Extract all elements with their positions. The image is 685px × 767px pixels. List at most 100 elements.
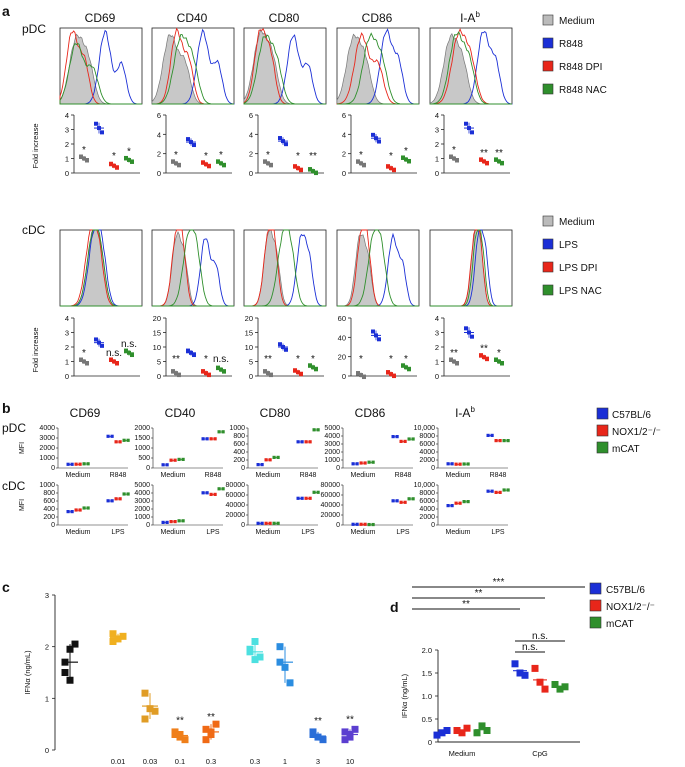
- data-point: [401, 363, 405, 368]
- data-point: [458, 501, 462, 505]
- data-point: [189, 350, 193, 355]
- data-point: [464, 326, 468, 331]
- data-point: [308, 363, 312, 368]
- d-data-point: [463, 724, 471, 732]
- data-point: [407, 159, 411, 164]
- data-point: [266, 161, 270, 166]
- data-point: [173, 458, 177, 462]
- data-point: [213, 492, 217, 496]
- c-data-point: [309, 728, 317, 736]
- data-point: [260, 521, 264, 525]
- data-point: [216, 365, 220, 370]
- legend-cdc-swatch: [542, 215, 554, 227]
- y-tick-label: 6000: [419, 498, 435, 505]
- y-tick-label: 0: [241, 465, 245, 472]
- d-legend-swatch: [589, 599, 602, 612]
- d-significance-label: **: [462, 599, 470, 610]
- data-point: [316, 428, 320, 432]
- ylabel-fold-pdc: Fold increase: [31, 123, 40, 168]
- data-point: [311, 169, 315, 174]
- data-point: [82, 506, 86, 510]
- data-point: [284, 142, 288, 147]
- data-point: [219, 367, 223, 372]
- data-point: [389, 166, 393, 171]
- data-point: [112, 359, 116, 364]
- y-tick-label: 1: [435, 358, 439, 367]
- c-x-label: 0.03: [143, 757, 158, 766]
- data-point: [454, 501, 458, 505]
- data-point: [296, 440, 300, 444]
- y-tick-label: 8000: [419, 490, 435, 497]
- data-point: [502, 439, 506, 443]
- data-point: [217, 430, 221, 434]
- y-tick-label: 3000: [39, 435, 55, 442]
- mfi-cdc-2: 0 20000 40000 60000 80000 Medium LPS: [226, 482, 320, 536]
- data-point: [395, 499, 399, 503]
- y-tick-label: 40000: [226, 502, 246, 509]
- data-point: [100, 343, 104, 348]
- data-point: [362, 375, 366, 380]
- significance-label: **: [309, 151, 317, 162]
- data-point: [264, 458, 268, 462]
- c-data-point: [341, 728, 349, 736]
- data-point: [222, 163, 226, 168]
- histogram-trace: [244, 229, 326, 307]
- legend-pdc-swatch: [542, 37, 554, 49]
- y-tick-label: 0: [146, 465, 150, 472]
- c-data-point: [251, 656, 259, 664]
- data-point: [389, 372, 393, 377]
- data-point: [466, 462, 470, 466]
- data-point: [219, 161, 223, 166]
- y-tick-label: 4: [342, 130, 346, 139]
- y-tick-label: 200: [233, 457, 245, 464]
- data-point: [308, 440, 312, 444]
- d-data-point: [473, 729, 481, 737]
- d-y-tick-label: 1.5: [422, 669, 432, 678]
- data-point: [308, 496, 312, 500]
- c-x-label: 1: [283, 757, 287, 766]
- y-tick-label: 1000: [39, 455, 55, 462]
- pdc-fold-plot-0: 0 1 2 3 4 * * *: [65, 111, 140, 178]
- data-point: [403, 500, 407, 504]
- data-point: [86, 462, 90, 466]
- significance-label: *: [204, 354, 208, 365]
- y-tick-label: 60000: [226, 492, 246, 499]
- data-point: [109, 357, 113, 362]
- data-point: [371, 522, 375, 527]
- significance-label: *: [296, 354, 300, 365]
- y-tick-label: 5: [249, 358, 253, 367]
- y-tick-label: 0: [342, 169, 346, 178]
- data-point: [213, 437, 217, 441]
- legend-pdc-swatch: [542, 83, 554, 95]
- data-point: [161, 520, 165, 524]
- x-category-label: Medium: [66, 472, 91, 479]
- c-data-point: [141, 715, 149, 723]
- data-point: [362, 163, 366, 168]
- data-point: [169, 520, 173, 524]
- y-tick-label: 1000: [134, 514, 150, 521]
- y-tick-label: 800: [43, 490, 55, 497]
- y-tick-label: 80000: [321, 482, 341, 489]
- c-significance: **: [207, 712, 215, 723]
- y-tick-label: 1000: [134, 445, 150, 452]
- data-point: [66, 462, 70, 466]
- d-legend-label: C57BL/6: [606, 585, 645, 596]
- legend-cdc-swatch: [542, 238, 554, 250]
- significance-label: *: [82, 145, 86, 156]
- data-point: [97, 340, 101, 345]
- data-point: [452, 156, 456, 161]
- c-data-point: [61, 669, 69, 676]
- y-tick-label: 0: [157, 372, 161, 381]
- y-tick-label: 20: [338, 353, 346, 362]
- cdc-fold-plot-3: 0 20 40 60 * * *: [338, 314, 417, 381]
- c-data-point: [141, 689, 149, 697]
- y-tick-label: 6: [249, 111, 253, 120]
- d-y-tick-label: 0.5: [422, 715, 432, 724]
- legend-pdc-swatch: [542, 14, 554, 26]
- data-point: [479, 353, 483, 358]
- y-tick-label: 2: [249, 150, 253, 159]
- x-category-label: Medium: [351, 529, 376, 536]
